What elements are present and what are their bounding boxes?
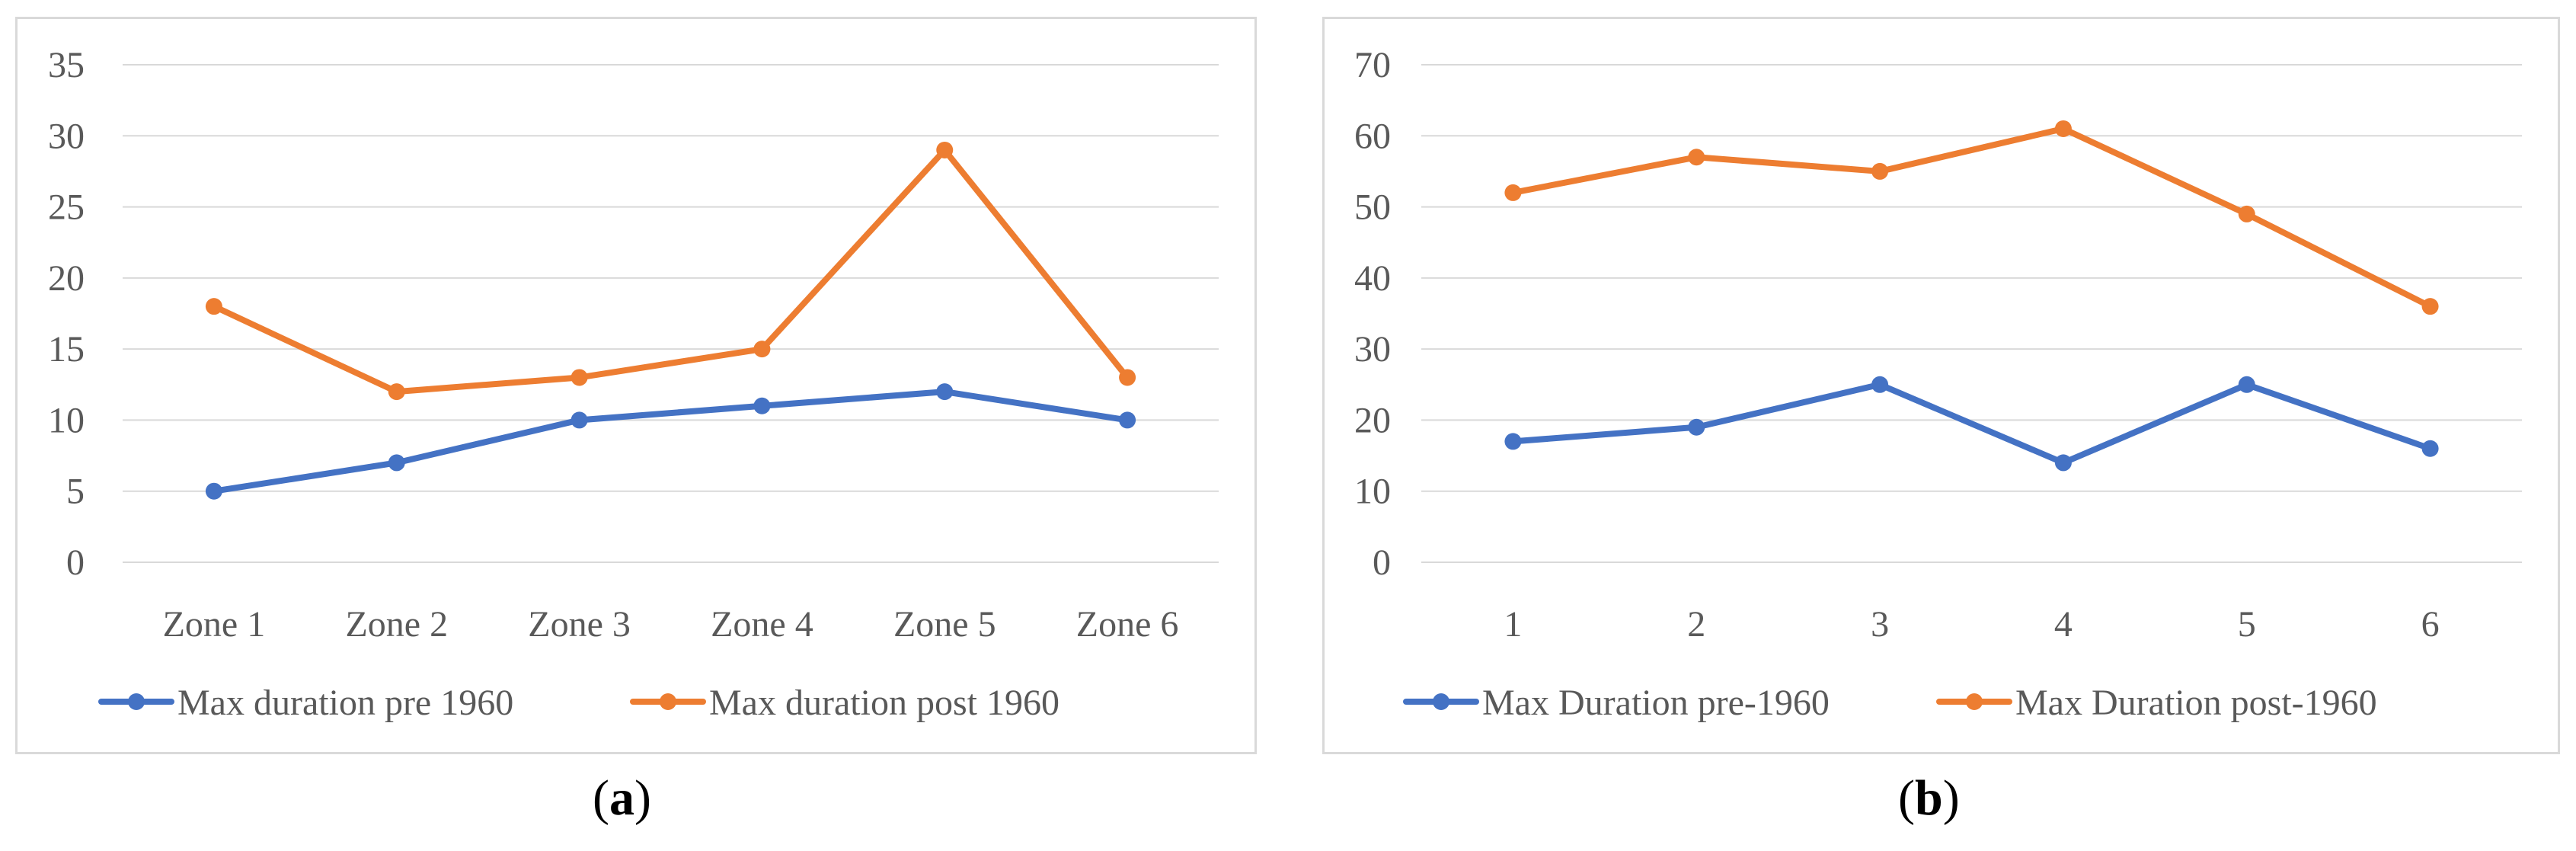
- x-tick-label: Zone 2: [345, 604, 448, 645]
- y-tick-label: 70: [1354, 45, 1391, 85]
- data-point: [1119, 411, 1136, 429]
- series-line: [210, 389, 1131, 494]
- x-tick-label: Zone 5: [893, 604, 996, 645]
- x-tick-label: Zone 3: [528, 604, 631, 645]
- y-tick-label: 35: [48, 45, 85, 85]
- chart-panel-a: 0 5 10 15 20 25 30 35 Zone 1 Zone 2 Zone 3 Zone 4 Zo…: [15, 17, 1257, 754]
- x-tick-label: 1: [1504, 604, 1522, 645]
- y-tick-label: 50: [1354, 187, 1391, 228]
- data-point: [2054, 454, 2072, 472]
- y-tick-label: 40: [1354, 258, 1391, 299]
- data-point: [1871, 376, 1889, 393]
- data-point: [753, 341, 771, 358]
- x-tick-label: Zone 1: [163, 604, 266, 645]
- x-tick-label: 6: [2421, 604, 2440, 645]
- data-point: [1504, 184, 1522, 201]
- series-line: [1510, 125, 2434, 310]
- y-tick-label: 20: [1354, 400, 1391, 440]
- x-tick-label: 4: [2054, 604, 2073, 645]
- legend-marker: [128, 693, 145, 710]
- data-point: [936, 383, 954, 401]
- data-point: [1688, 418, 1705, 436]
- x-tick-label: Zone 4: [711, 604, 813, 645]
- x-tick-label: Zone 6: [1076, 604, 1179, 645]
- y-tick-label: 5: [66, 472, 85, 512]
- caption-b-label: b: [1914, 770, 1943, 826]
- caption-b: (b): [1898, 770, 1960, 826]
- legend-label: Max duration pre 1960: [177, 683, 513, 723]
- y-tick-label: 10: [48, 400, 85, 440]
- y-tick-label: 10: [1354, 472, 1391, 512]
- y-tick-label: 15: [48, 329, 85, 370]
- y-tick-label: 0: [66, 542, 85, 583]
- y-tick-label: 20: [48, 258, 85, 299]
- data-point: [388, 454, 405, 472]
- data-point: [1871, 162, 1889, 180]
- x-tick-label: 5: [2238, 604, 2256, 645]
- data-point: [2054, 120, 2072, 137]
- legend-marker: [1966, 693, 1983, 710]
- series-line: [1510, 381, 2434, 466]
- data-point: [2421, 298, 2439, 315]
- data-point: [205, 482, 222, 500]
- y-tick-label: 0: [1373, 542, 1391, 583]
- data-point: [205, 298, 222, 315]
- legend-label: Max Duration post-1960: [2015, 683, 2377, 723]
- chart-a-svg: 0 5 10 15 20 25 30 35 Zone 1 Zone 2 Zone 3 Zone 4 Zo…: [48, 45, 1219, 723]
- y-tick-label: 25: [48, 187, 85, 228]
- data-point: [753, 397, 771, 414]
- data-point: [570, 411, 588, 429]
- caption-a: (a): [593, 770, 651, 826]
- data-point: [2238, 376, 2255, 393]
- y-tick-label: 30: [48, 116, 85, 156]
- legend-marker: [1433, 693, 1449, 710]
- data-point: [388, 383, 405, 401]
- chart-b-svg: 0 10 20 30 40 50 60 70 1 2 3 4 5 6 Max Duration pre-19…: [1354, 45, 2522, 723]
- series-line: [210, 146, 1131, 395]
- legend-label: Max Duration pre-1960: [1482, 683, 1830, 723]
- caption-a-label: a: [609, 770, 634, 826]
- legend-label: Max duration post 1960: [709, 683, 1059, 723]
- data-point: [2421, 440, 2439, 457]
- y-tick-label: 60: [1354, 116, 1391, 156]
- data-point: [570, 369, 588, 386]
- chart-panel-b: 0 10 20 30 40 50 60 70 1 2 3 4 5 6 Max Duration pre-19…: [1322, 17, 2560, 754]
- y-tick-label: 30: [1354, 329, 1391, 370]
- x-tick-label: 2: [1687, 604, 1705, 645]
- data-point: [1119, 369, 1136, 386]
- data-point: [2238, 205, 2255, 222]
- data-point: [1688, 149, 1705, 166]
- data-point: [1504, 433, 1522, 450]
- x-tick-label: 3: [1871, 604, 1889, 645]
- legend-marker: [660, 693, 676, 710]
- data-point: [936, 141, 954, 158]
